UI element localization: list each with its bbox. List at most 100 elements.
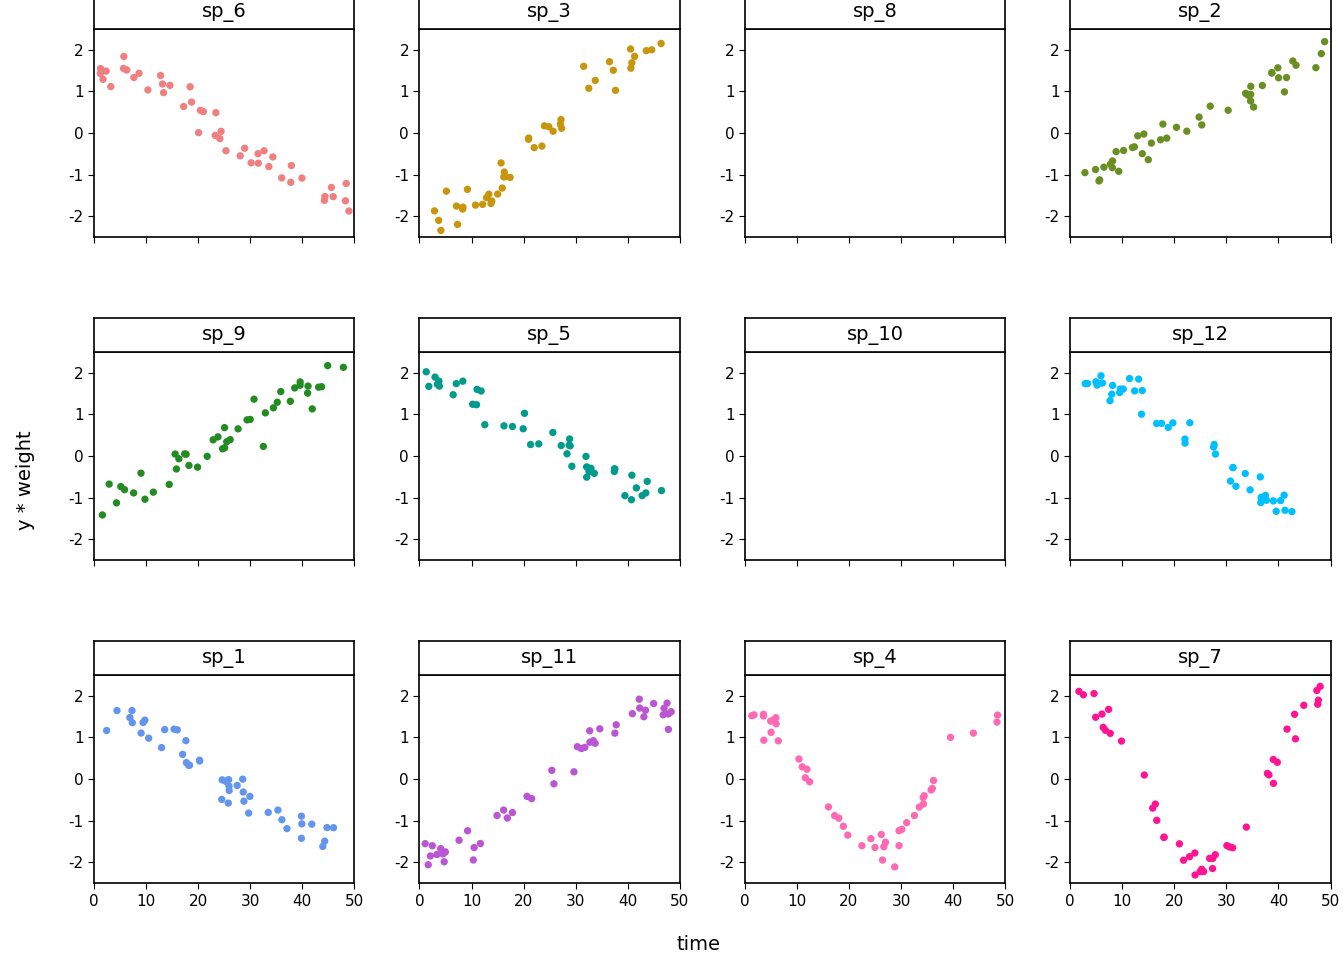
Point (267, 803, 289, 818)
Point (465, 198, 487, 213)
Point (575, 448, 597, 464)
Point (312, 839, 333, 854)
Point (430, 841, 452, 856)
Point (210, 124, 231, 139)
Point (219, 782, 241, 798)
Point (913, 796, 934, 811)
Point (1093, 720, 1114, 735)
Point (276, 821, 297, 836)
Point (573, 59, 594, 74)
Point (585, 73, 606, 88)
Point (832, 819, 853, 834)
Point (433, 854, 454, 870)
Point (241, 156, 262, 171)
Point (452, 200, 473, 215)
Point (634, 703, 656, 718)
Point (106, 495, 128, 511)
Point (445, 376, 466, 392)
Point (1193, 864, 1215, 879)
Point (603, 726, 625, 741)
Point (214, 420, 235, 435)
Point (297, 386, 319, 401)
Point (227, 421, 249, 437)
Point (188, 753, 210, 768)
Point (1199, 99, 1220, 114)
Point (741, 708, 762, 724)
Point (794, 770, 816, 785)
Point (474, 417, 496, 432)
Point (1130, 406, 1152, 421)
Point (551, 438, 573, 453)
Point (1257, 766, 1278, 781)
Point (516, 789, 538, 804)
Point (1262, 752, 1284, 767)
Point (621, 492, 642, 508)
Text: y * weight: y * weight (16, 430, 35, 530)
Point (534, 118, 555, 133)
Point (517, 132, 539, 147)
Point (1165, 120, 1187, 135)
Point (636, 43, 657, 59)
Point (187, 460, 208, 475)
Point (128, 65, 149, 81)
Point (571, 741, 593, 756)
Point (1266, 504, 1288, 519)
Point (1275, 70, 1297, 85)
Text: sp_1: sp_1 (202, 649, 246, 667)
Point (271, 812, 293, 828)
Point (425, 370, 446, 385)
Point (1132, 383, 1153, 398)
Text: sp_11: sp_11 (521, 649, 578, 667)
Point (513, 406, 535, 421)
Point (872, 852, 894, 868)
Point (435, 183, 457, 199)
Point (1091, 707, 1113, 722)
Point (203, 432, 224, 447)
Point (922, 780, 943, 796)
Point (642, 696, 664, 711)
Point (1216, 838, 1238, 853)
Point (1258, 767, 1279, 782)
Point (233, 772, 254, 787)
Point (523, 140, 544, 156)
Point (559, 431, 581, 446)
Point (578, 464, 599, 479)
Point (151, 740, 172, 756)
Text: sp_3: sp_3 (527, 3, 573, 22)
Point (579, 734, 601, 750)
Point (1241, 93, 1262, 108)
Point (1285, 58, 1306, 73)
Point (492, 180, 513, 196)
Point (753, 707, 774, 722)
Point (1101, 387, 1122, 402)
Point (1175, 436, 1196, 451)
Point (1102, 160, 1124, 176)
Point (1176, 124, 1198, 139)
Point (1087, 376, 1109, 392)
Point (1145, 797, 1167, 812)
Point (1204, 446, 1226, 462)
Point (788, 752, 809, 767)
Point (130, 466, 152, 481)
Point (828, 810, 849, 826)
Point (603, 461, 625, 476)
Point (1124, 383, 1145, 398)
Point (650, 483, 672, 498)
Point (1153, 829, 1175, 845)
Point (542, 425, 563, 441)
Point (333, 360, 355, 375)
Point (1105, 144, 1126, 159)
Point (599, 54, 621, 69)
Point (1128, 372, 1149, 387)
Point (1293, 698, 1314, 713)
Point (656, 695, 677, 710)
Point (581, 461, 602, 476)
Point (753, 708, 774, 724)
Point (605, 717, 626, 732)
Point (133, 715, 155, 731)
Point (543, 777, 564, 792)
Point (433, 847, 454, 862)
Point (550, 112, 571, 128)
Point (481, 193, 503, 208)
Point (155, 722, 176, 737)
